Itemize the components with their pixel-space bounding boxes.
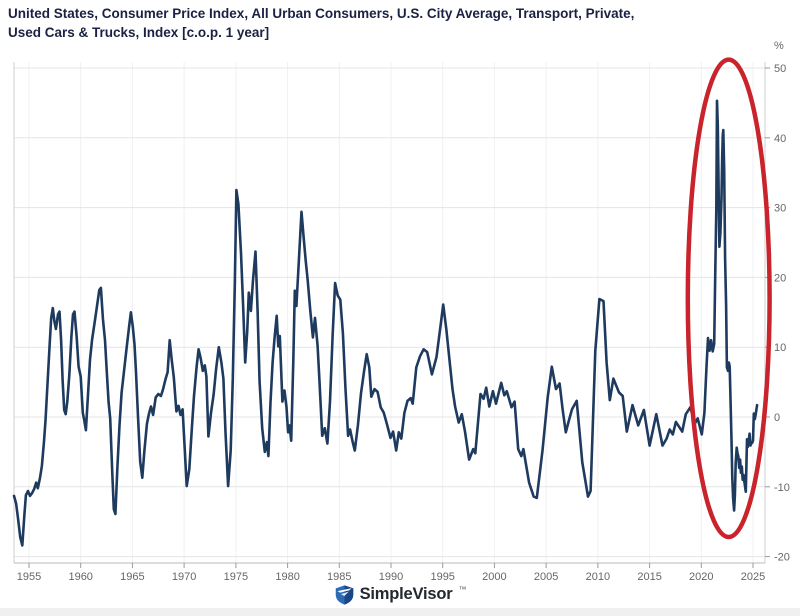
x-tick-label: 1980 [275,571,299,583]
brand-name: SimpleVisor [359,584,453,603]
chart-title-line2: Used Cars & Trucks, Index [c.o.p. 1 year… [8,25,270,40]
x-tick-label: 1955 [17,571,41,583]
x-tick-label: 1995 [430,571,454,583]
x-tick-label: 2000 [482,571,506,583]
y-tick-label: 30 [774,203,786,215]
x-tick-label: 2025 [741,571,765,583]
y-tick-label: 50 [774,63,786,75]
cpi-series-line [12,99,759,547]
bottom-strip [0,608,800,616]
x-tick-label: 1975 [224,571,248,583]
x-tick-label: 2020 [689,571,713,583]
y-axis-unit-label: % [774,40,784,52]
brand-footer: SimpleVisor ™ [0,582,800,606]
x-tick-label: 2015 [637,571,661,583]
chart-title: United States, Consumer Price Index, All… [8,4,792,42]
y-tick-label: -20 [774,552,790,564]
chart-title-line1: United States, Consumer Price Index, All… [8,6,635,21]
highlight-ellipse-annotation [685,57,772,540]
x-tick-label: 2010 [586,571,610,583]
x-tick-label: 1965 [120,571,144,583]
y-tick-label: 0 [774,412,780,424]
x-tick-label: 1960 [68,571,92,583]
x-tick-label: 1990 [379,571,403,583]
x-tick-label: 1970 [172,571,196,583]
y-tick-label: 10 [774,342,786,354]
y-tick-label: 20 [774,272,786,284]
x-tick-label: 2005 [534,571,558,583]
x-tick-label: 1985 [327,571,351,583]
simplevisor-shield-icon [335,584,353,605]
y-tick-label: -10 [774,482,790,494]
y-tick-label: 40 [774,133,786,145]
trademark-symbol: ™ [458,584,467,594]
